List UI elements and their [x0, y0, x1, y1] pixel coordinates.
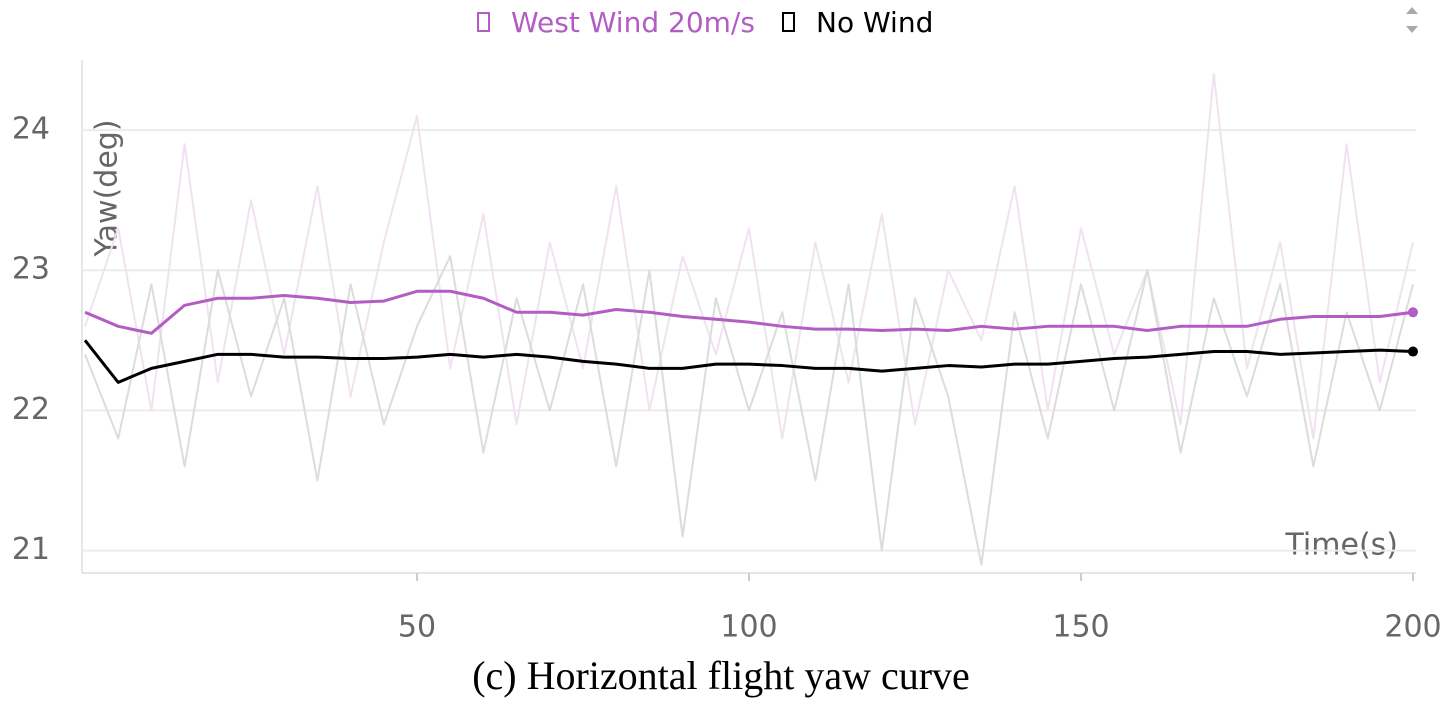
legend-label: West Wind 20m/s: [511, 6, 755, 39]
y-tick-label: 23: [12, 252, 50, 287]
series-line: [83, 339, 1414, 384]
y-tick-label: 21: [12, 532, 50, 567]
x-axis-label: Time(s): [1285, 528, 1398, 563]
legend-label: No Wind: [816, 6, 933, 39]
x-tick-label: 150: [1052, 610, 1109, 645]
x-tick-label: 50: [398, 610, 436, 645]
series-line: [84, 289, 1414, 335]
legend-item[interactable]: West Wind 20m/s: [477, 6, 755, 39]
caption: (c) Horizontal flight yaw curve: [472, 653, 970, 698]
legend-swatch: [782, 12, 795, 32]
y-tick-label: 22: [12, 392, 50, 427]
scroll-arrows[interactable]: [1406, 7, 1418, 33]
legend-swatch: [477, 12, 490, 32]
raw-line: [84, 73, 1414, 440]
end-dot: [1408, 307, 1418, 318]
y-tick-label: 24: [12, 112, 50, 147]
end-dot: [1408, 346, 1418, 357]
raw-line: [84, 255, 1414, 566]
legend-item[interactable]: No Wind: [782, 6, 933, 39]
x-tick-label: 200: [1384, 610, 1441, 645]
x-tick-label: 100: [720, 610, 777, 645]
